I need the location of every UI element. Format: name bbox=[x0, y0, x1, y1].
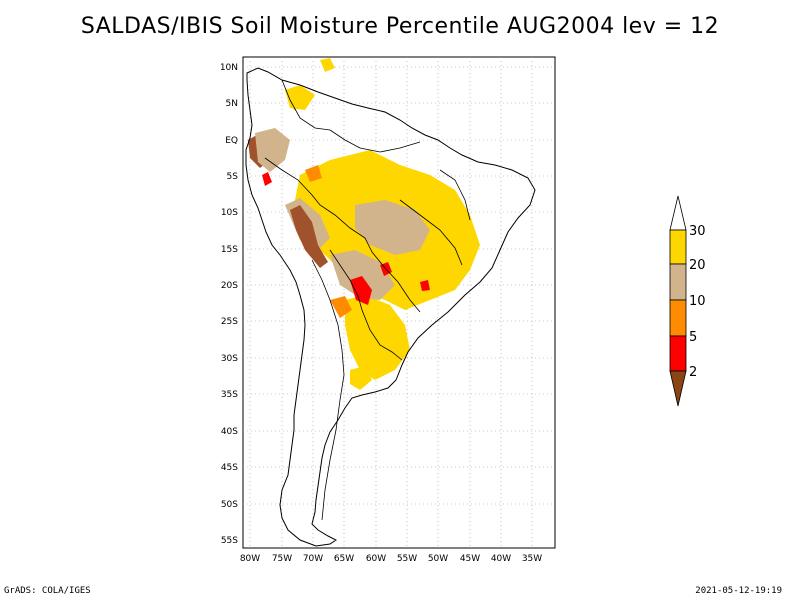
lon-label: 70W bbox=[303, 554, 323, 564]
lon-label: 45W bbox=[460, 554, 480, 564]
lat-label: 5N bbox=[226, 99, 238, 109]
lat-label: 35S bbox=[221, 390, 238, 400]
lat-label: 55S bbox=[221, 536, 238, 546]
lon-label: 80W bbox=[240, 554, 260, 564]
lon-label: 55W bbox=[397, 554, 417, 564]
lat-label: 25S bbox=[221, 317, 238, 327]
map-title: SALDAS/IBIS Soil Moisture Percentile AUG… bbox=[80, 14, 720, 39]
colorbar-label: 5 bbox=[689, 330, 697, 345]
footer-timestamp: 2021-05-12-19:19 bbox=[695, 586, 782, 596]
lat-label: 10S bbox=[221, 208, 238, 218]
lon-label: 40W bbox=[491, 554, 511, 564]
lat-label: 15S bbox=[221, 245, 238, 255]
shade-10-20-ecuador bbox=[255, 128, 290, 172]
percentile-shading bbox=[248, 58, 480, 390]
shade-2-5-chaco bbox=[350, 276, 372, 305]
colorbar-label: 10 bbox=[689, 294, 706, 309]
lon-labels: 80W 75W 70W 65W 60W 55W 50W 45W 40W 35W bbox=[240, 554, 542, 564]
colorbar-label: 20 bbox=[689, 258, 706, 273]
lon-label: 65W bbox=[334, 554, 354, 564]
shade-20-30-argentina bbox=[350, 366, 372, 390]
lat-label: 45S bbox=[221, 463, 238, 473]
shade-10-20-bolivia bbox=[330, 250, 395, 300]
lat-labels: 10N 5N EQ 5S 10S 15S 20S 25S 30S 35S 40S… bbox=[220, 63, 238, 546]
coastline bbox=[245, 67, 536, 547]
lat-label: 40S bbox=[221, 427, 238, 437]
lat-label: 5S bbox=[227, 172, 239, 182]
colorbar-swatch-30 bbox=[669, 229, 687, 265]
shade-20-30-south bbox=[345, 295, 410, 380]
colorbar-label: 2 bbox=[689, 365, 697, 380]
colorbar-labels: 2 5 10 20 30 bbox=[689, 224, 706, 380]
lon-label: 60W bbox=[366, 554, 386, 564]
lat-label: 20S bbox=[221, 281, 238, 291]
colorbar-swatch-5 bbox=[669, 335, 687, 372]
lat-label: EQ bbox=[225, 136, 238, 146]
lat-label: 10N bbox=[220, 63, 238, 73]
lat-label: 30S bbox=[221, 354, 238, 364]
colorbar-top-arrow bbox=[669, 195, 687, 231]
colorbar-swatch-20 bbox=[669, 263, 687, 301]
colorbar-swatch-10 bbox=[669, 299, 687, 337]
lon-label: 50W bbox=[428, 554, 448, 564]
lat-label: 50S bbox=[221, 500, 238, 510]
colorbar bbox=[669, 195, 687, 407]
lon-label: 75W bbox=[272, 554, 292, 564]
map-frame bbox=[242, 56, 556, 549]
shade-5-10-peru bbox=[290, 205, 328, 268]
shade-20-30-north bbox=[285, 58, 335, 110]
footer-credit: GrADS: COLA/IGES bbox=[4, 586, 91, 596]
country-borders bbox=[264, 79, 471, 521]
lon-label: 35W bbox=[522, 554, 542, 564]
colorbar-label: 30 bbox=[689, 224, 706, 239]
colorbar-bottom-arrow bbox=[669, 370, 687, 407]
shade-10-20-central bbox=[355, 200, 430, 255]
